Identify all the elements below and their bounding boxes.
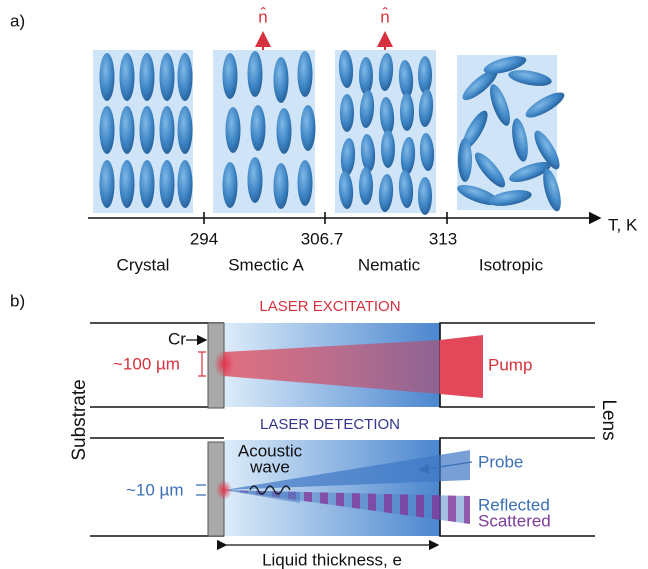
section-title: LASER DETECTION [260, 416, 400, 433]
excitation-spot [214, 350, 234, 378]
molecule [100, 53, 115, 101]
spot-bracket [196, 485, 206, 495]
substrate-label: Substrate [69, 379, 90, 460]
molecule [100, 106, 115, 154]
molecule [178, 53, 193, 101]
spot-size: ~10 µm [126, 480, 184, 499]
phase-label: Nematic [358, 255, 421, 274]
molecule [359, 57, 373, 95]
molecule [160, 106, 175, 154]
molecule [120, 160, 135, 208]
molecule [298, 160, 313, 206]
temperature-label: 294 [190, 229, 218, 248]
panel-label: a) [10, 11, 25, 30]
molecule [251, 105, 266, 151]
figure: a) n̂ n̂ 294 306.7 313 T, K Crystal Smec… [0, 0, 648, 569]
lens-label: Lens [598, 399, 619, 440]
molecule [381, 130, 395, 168]
molecule [301, 105, 316, 151]
temperature-label: 313 [429, 229, 457, 248]
molecule [248, 157, 263, 203]
molecule [178, 106, 193, 154]
molecule [223, 53, 238, 99]
molecule [248, 51, 263, 97]
acoustic-label: wave [249, 457, 290, 476]
phase-label: Smectic A [228, 255, 304, 274]
panel-label: b) [10, 291, 25, 310]
phase-label: Crystal [117, 255, 170, 274]
molecule [226, 107, 241, 153]
pump-label: Pump [488, 355, 532, 374]
molecule [298, 51, 313, 97]
molecule [400, 93, 414, 131]
molecule [120, 106, 135, 154]
molecule [274, 57, 289, 103]
scattered-label: Scattered [478, 511, 551, 530]
temperature-label: 306.7 [301, 229, 344, 248]
molecule [140, 53, 155, 101]
molecule [160, 160, 175, 208]
pump-beam [440, 335, 483, 398]
molecule [359, 167, 373, 205]
axis-label: T, K [608, 215, 638, 234]
molecule [140, 106, 155, 154]
molecule [178, 160, 193, 208]
molecule [100, 160, 115, 208]
molecule [274, 163, 289, 209]
probe-label: Probe [478, 452, 523, 471]
thickness-label: Liquid thickness, e [262, 550, 402, 569]
molecule [418, 177, 432, 215]
director-label: n̂ [380, 7, 389, 27]
molecule [120, 53, 135, 101]
molecule [458, 138, 472, 182]
molecule [340, 94, 354, 132]
cr-label: Cr [168, 329, 186, 348]
molecule [223, 162, 238, 208]
spot-bracket [198, 352, 206, 376]
spot-size: ~100 µm [113, 354, 180, 373]
molecule [277, 108, 292, 154]
molecule [140, 160, 155, 208]
molecule [160, 53, 175, 101]
director-label: n̂ [258, 7, 267, 27]
molecule [418, 56, 432, 94]
phase-label: Isotropic [479, 255, 544, 274]
section-title: LASER EXCITATION [259, 298, 400, 315]
detection-spot [216, 480, 232, 500]
